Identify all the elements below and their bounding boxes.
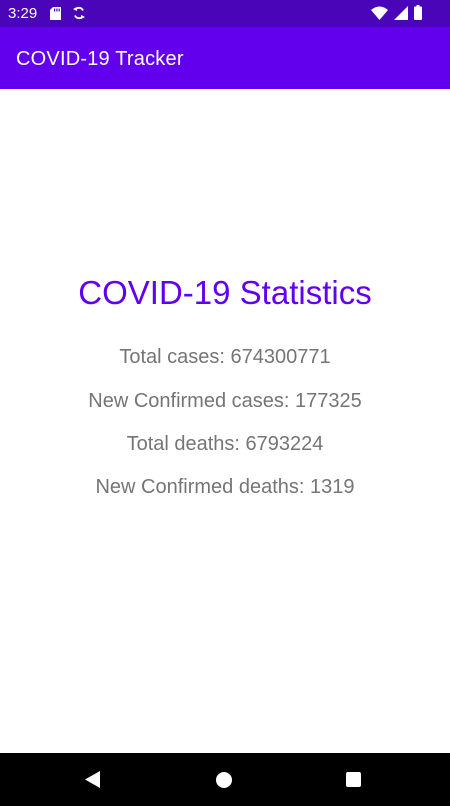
status-system-icons xyxy=(371,5,422,25)
sync-icon xyxy=(73,6,85,25)
app-bar: COVID-19 Tracker xyxy=(0,27,450,89)
recents-icon[interactable] xyxy=(346,772,361,787)
status-notification-icons xyxy=(50,6,85,25)
status-bar: 3:29 xyxy=(0,0,450,27)
battery-icon xyxy=(414,5,422,25)
statistics-heading: COVID-19 Statistics xyxy=(78,274,372,311)
status-time: 3:29 xyxy=(8,5,38,22)
total-cases-text: Total cases: 674300771 xyxy=(119,346,331,368)
wifi-icon xyxy=(371,6,388,25)
new-confirmed-cases-text: New Confirmed cases: 177325 xyxy=(88,390,362,412)
app-title: COVID-19 Tracker xyxy=(16,48,184,70)
total-deaths-text: Total deaths: 6793224 xyxy=(126,433,324,455)
sd-card-icon xyxy=(50,6,61,25)
back-icon[interactable] xyxy=(85,771,100,793)
navigation-bar xyxy=(0,753,450,806)
home-icon[interactable] xyxy=(216,772,232,788)
new-confirmed-deaths-text: New Confirmed deaths: 1319 xyxy=(95,476,355,498)
cellular-signal-icon xyxy=(394,5,408,25)
